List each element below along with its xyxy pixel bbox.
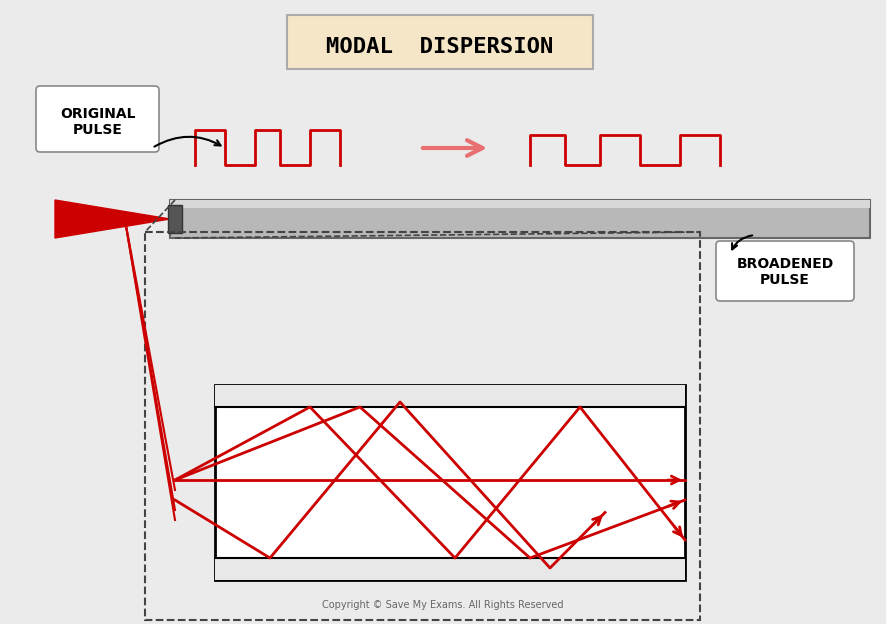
Bar — [170, 200, 869, 238]
Text: Copyright © Save My Exams. All Rights Reserved: Copyright © Save My Exams. All Rights Re… — [322, 600, 563, 610]
Text: MODAL  DISPERSION: MODAL DISPERSION — [326, 37, 553, 57]
Text: BROADENED
PULSE: BROADENED PULSE — [735, 257, 833, 287]
Text: ORIGINAL
PULSE: ORIGINAL PULSE — [60, 107, 136, 137]
Bar — [167, 205, 182, 233]
Polygon shape — [55, 200, 170, 238]
Bar — [214, 385, 684, 407]
FancyBboxPatch shape — [287, 15, 593, 69]
Bar — [170, 200, 869, 208]
Bar — [144, 232, 699, 620]
Bar — [214, 558, 684, 580]
FancyBboxPatch shape — [36, 86, 159, 152]
FancyBboxPatch shape — [715, 241, 853, 301]
Bar — [214, 385, 684, 580]
